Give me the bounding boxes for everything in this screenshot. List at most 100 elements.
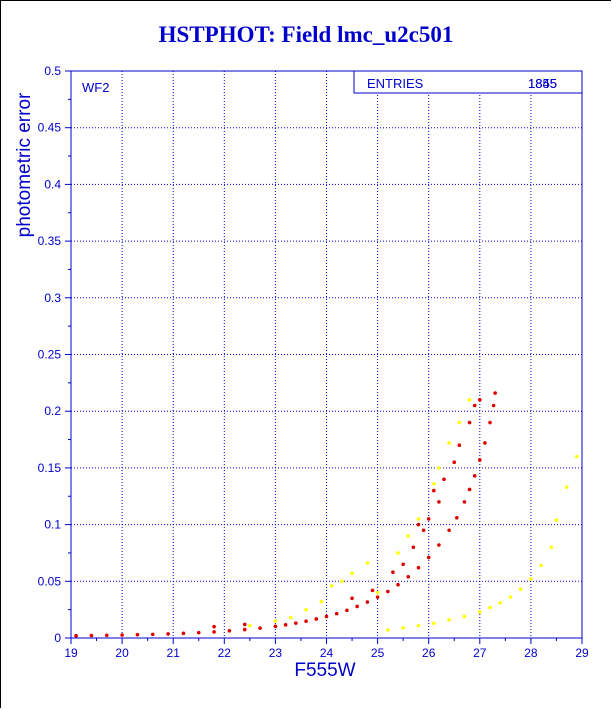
data-point xyxy=(467,398,472,402)
data-point xyxy=(457,443,462,448)
data-point xyxy=(258,626,262,630)
data-point xyxy=(242,627,247,632)
data-point xyxy=(370,588,375,593)
data-point xyxy=(212,630,216,634)
data-point xyxy=(498,601,503,605)
data-point xyxy=(549,545,554,550)
data-point xyxy=(488,605,492,610)
data-point xyxy=(554,518,559,522)
data-point xyxy=(437,500,441,504)
data-point xyxy=(401,562,405,567)
data-point xyxy=(478,458,482,462)
data-point xyxy=(283,623,288,627)
data-point xyxy=(273,619,278,623)
data-point xyxy=(319,599,324,604)
data-point xyxy=(242,622,247,627)
data-point xyxy=(304,607,308,612)
data-point xyxy=(432,488,436,493)
stats-box: ENTRIES 1845 1855 xyxy=(353,70,583,94)
y-tick-label: 0.3 xyxy=(44,291,61,305)
data-point xyxy=(89,633,94,638)
data-point xyxy=(421,528,426,533)
data-point xyxy=(493,391,497,395)
data-point xyxy=(432,481,436,486)
data-point xyxy=(401,625,405,630)
data-point xyxy=(386,589,390,594)
x-tick-label: 23 xyxy=(269,646,283,660)
data-point xyxy=(457,420,462,425)
data-point xyxy=(355,604,359,609)
panel-label: WF2 xyxy=(82,80,109,95)
data-point xyxy=(273,624,278,629)
data-points xyxy=(74,391,579,638)
data-point xyxy=(455,515,459,520)
y-tick-label: 0.35 xyxy=(38,234,62,248)
data-point xyxy=(432,621,436,626)
data-point xyxy=(447,441,451,445)
data-point xyxy=(406,534,411,538)
data-point xyxy=(488,420,492,425)
chart-title: HSTPHOT: Field lmc_u2c501 xyxy=(158,22,454,47)
stats-value-b: 1855 xyxy=(528,76,557,91)
data-point xyxy=(529,577,533,581)
x-tick-label: 28 xyxy=(524,646,538,660)
data-point xyxy=(416,623,421,628)
data-point xyxy=(345,608,349,613)
data-point xyxy=(288,615,293,620)
data-point xyxy=(166,632,170,636)
data-point xyxy=(518,587,523,592)
stats-value-a: 1845 xyxy=(528,76,557,91)
data-point xyxy=(467,487,472,492)
stats-label: ENTRIES xyxy=(367,76,424,91)
data-point xyxy=(478,610,482,614)
data-point xyxy=(406,574,411,579)
y-axis-label: photometric error xyxy=(14,92,35,237)
x-tick-label: 26 xyxy=(422,646,436,660)
y-tick-label: 0.45 xyxy=(38,121,62,135)
y-tick-label: 0.05 xyxy=(38,574,62,588)
data-point xyxy=(227,629,232,633)
x-tick-label: 25 xyxy=(371,646,385,660)
data-point xyxy=(334,611,339,616)
data-point xyxy=(314,617,319,621)
data-point xyxy=(462,614,467,619)
data-point xyxy=(478,398,482,402)
y-tick-label: 0.15 xyxy=(38,461,62,475)
data-point xyxy=(447,528,451,533)
data-point xyxy=(104,633,109,638)
axis-ticks: 19 20 21 22 23 24 25 26 27 28 29 0 0.05 0.1 0.15 0.2 0.2… xyxy=(38,64,589,660)
data-point xyxy=(396,582,400,587)
data-point xyxy=(375,595,380,599)
data-point xyxy=(329,584,334,588)
data-point xyxy=(150,632,155,637)
data-point xyxy=(416,565,421,570)
data-point xyxy=(539,563,543,568)
data-point xyxy=(365,561,370,565)
data-point xyxy=(462,500,467,504)
data-point xyxy=(324,614,329,619)
data-point xyxy=(391,570,395,575)
data-point xyxy=(350,571,354,576)
data-point xyxy=(564,485,569,489)
data-point xyxy=(248,623,252,628)
grid-lines xyxy=(71,71,582,638)
data-point xyxy=(416,522,421,527)
data-point xyxy=(467,420,472,425)
x-tick-label: 22 xyxy=(218,646,232,660)
y-tick-label: 0.25 xyxy=(38,348,62,362)
data-point xyxy=(365,600,370,604)
x-axis-label: F555W xyxy=(294,660,355,681)
data-point xyxy=(120,633,124,637)
data-point xyxy=(350,596,354,601)
data-point xyxy=(135,632,140,637)
x-tick-label: 29 xyxy=(575,646,589,660)
data-point xyxy=(491,403,496,408)
data-point xyxy=(483,441,487,445)
data-point xyxy=(575,454,579,459)
data-point xyxy=(472,474,477,478)
data-point xyxy=(442,477,446,482)
data-point xyxy=(452,460,457,465)
data-point xyxy=(472,403,477,408)
x-tick-label: 27 xyxy=(473,646,487,660)
